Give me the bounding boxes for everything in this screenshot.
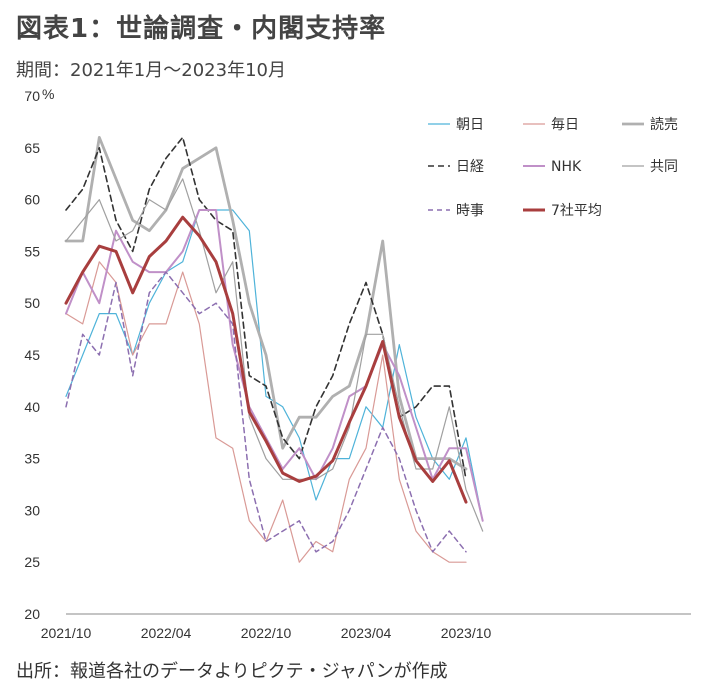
series-lines: [64, 136, 484, 563]
series-line-2: [65, 261, 467, 563]
x-tick-label: 2023/10: [441, 625, 492, 641]
y-tick-label: 30: [24, 502, 40, 518]
legend-label-2: 毎日: [551, 117, 579, 133]
axes-group: 20 25 30 35 40 45 50 55 60 65 70 % 2021/10 2022/04 202…: [24, 86, 691, 641]
series-line-3: [64, 136, 468, 471]
y-tick-label: 45: [24, 347, 40, 363]
series-line-8: [64, 215, 468, 504]
x-tick-label: 2023/04: [341, 625, 392, 641]
x-tick-label: 2021/10: [41, 625, 92, 641]
legend-label-5: NHK: [551, 159, 582, 175]
legend-label-6: 共同: [650, 159, 678, 175]
legend-label-4: 日経: [456, 159, 484, 175]
legend-label-3: 読売: [650, 116, 678, 133]
series-line-5: [65, 209, 484, 522]
legend-label-1: 朝日: [456, 117, 484, 133]
chart-title: 図表1：世論調査・内閣支持率: [16, 14, 387, 44]
y-tick-label: 50: [24, 295, 40, 311]
series-line-1: [65, 209, 484, 522]
y-tick-label: 65: [24, 140, 40, 156]
series-line-6: [65, 178, 484, 532]
y-tick-label: 40: [24, 399, 40, 415]
y-tick-label: 60: [24, 192, 40, 208]
chart-subtitle: 期間：2021年1月～2023年10月: [16, 60, 286, 81]
series-line-7: [65, 271, 467, 553]
legend-label-8: 7社平均: [551, 203, 602, 219]
source-note: 出所：報道各社のデータよりピクテ・ジャパンが作成: [16, 661, 448, 682]
legend-label-7: 時事: [456, 203, 484, 219]
y-tick-label: 35: [24, 451, 40, 467]
series-line-4: [65, 136, 467, 481]
x-tick-label: 2022/04: [141, 625, 192, 641]
x-tick-label: 2022/10: [241, 625, 292, 641]
y-tick-label: 25: [24, 554, 40, 570]
y-axis-unit: %: [42, 86, 54, 102]
y-tick-label: 55: [24, 243, 40, 259]
y-tick-label: 20: [24, 606, 40, 622]
y-tick-label: 70: [24, 88, 40, 104]
